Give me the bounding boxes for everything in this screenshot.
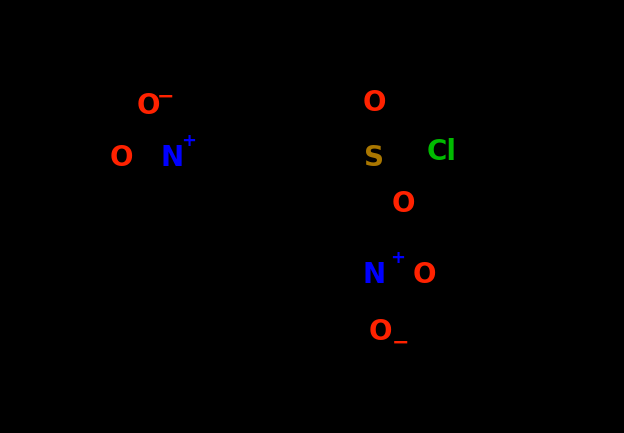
- Text: O: O: [136, 91, 160, 120]
- Text: +: +: [182, 132, 197, 150]
- Text: −: −: [157, 87, 174, 107]
- Text: O: O: [363, 89, 386, 117]
- Text: O: O: [413, 261, 436, 289]
- Text: O: O: [392, 190, 415, 218]
- Text: Cl: Cl: [426, 138, 456, 165]
- Text: −: −: [391, 333, 409, 353]
- Text: S: S: [364, 144, 384, 172]
- Text: O: O: [369, 318, 392, 346]
- Text: +: +: [391, 249, 406, 267]
- Text: N: N: [363, 261, 386, 289]
- Text: N: N: [160, 144, 183, 172]
- Text: O: O: [110, 144, 133, 172]
